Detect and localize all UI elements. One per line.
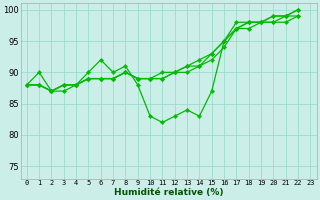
X-axis label: Humidité relative (%): Humidité relative (%)	[114, 188, 223, 197]
